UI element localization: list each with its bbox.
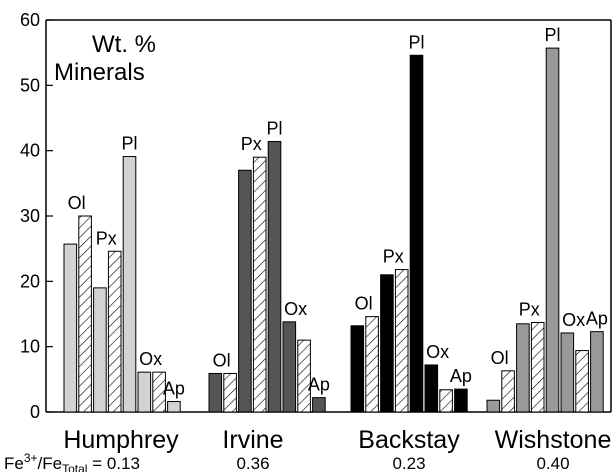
bar bbox=[516, 323, 530, 413]
bar bbox=[152, 371, 166, 413]
bar bbox=[282, 321, 297, 413]
bar-label: Ol bbox=[491, 348, 509, 368]
bar-label: Ox bbox=[139, 349, 162, 369]
bar bbox=[93, 287, 107, 413]
bar bbox=[350, 325, 365, 413]
bar-label: Ap bbox=[163, 379, 185, 399]
bar bbox=[208, 372, 223, 413]
bar-label: Px bbox=[383, 247, 404, 267]
chart-title-line: Minerals bbox=[54, 59, 145, 86]
bar bbox=[409, 54, 424, 413]
y-tick-label: 10 bbox=[20, 337, 40, 357]
bar-label: Ox bbox=[562, 310, 585, 330]
bar bbox=[575, 350, 589, 413]
bar bbox=[380, 274, 394, 413]
bar bbox=[439, 389, 453, 413]
bar bbox=[137, 371, 152, 413]
bar bbox=[312, 397, 326, 413]
bar-label: Ol bbox=[213, 350, 231, 370]
bar bbox=[238, 169, 252, 413]
bar-label: Ap bbox=[586, 309, 608, 329]
bar bbox=[424, 364, 439, 413]
bar-label: Pl bbox=[544, 25, 560, 45]
bar bbox=[365, 316, 379, 413]
bar bbox=[454, 388, 468, 413]
bar bbox=[501, 370, 515, 413]
bar-label: Ap bbox=[308, 375, 330, 395]
bar bbox=[78, 215, 92, 413]
labels-layer: Wt. %MineralsOlPxPlOxApHumphreyFe3+/FeTo… bbox=[4, 25, 611, 472]
group-label: Wishstone bbox=[495, 426, 612, 454]
ratio-label: 0.23 bbox=[392, 454, 425, 472]
bars-layer bbox=[63, 47, 604, 413]
bar-label: Ol bbox=[68, 193, 86, 213]
y-tick-label: 60 bbox=[20, 10, 40, 30]
bar bbox=[122, 156, 137, 413]
bar-label: Px bbox=[96, 228, 117, 248]
y-tick-label: 40 bbox=[20, 141, 40, 161]
group-label: Backstay bbox=[358, 426, 460, 454]
group-label: Humphrey bbox=[63, 426, 179, 454]
bar-label: Ox bbox=[426, 342, 449, 362]
y-tick-label: 30 bbox=[20, 206, 40, 226]
chart-title-line: Wt. % bbox=[92, 31, 156, 58]
bar-label: Px bbox=[241, 134, 262, 154]
bar bbox=[107, 250, 122, 413]
bar bbox=[297, 339, 311, 413]
ratio-label: 0.40 bbox=[536, 454, 569, 472]
bar bbox=[394, 269, 409, 413]
ratio-label: Fe3+/FeTotal = 0.13 bbox=[4, 451, 140, 472]
group-label: Irvine bbox=[222, 426, 283, 454]
bar-label: Pl bbox=[266, 119, 282, 139]
bar-label: Pl bbox=[408, 32, 424, 52]
bar bbox=[560, 332, 575, 413]
bar bbox=[167, 401, 181, 413]
bar bbox=[545, 47, 560, 413]
bar bbox=[252, 156, 267, 413]
bar-label: Pl bbox=[121, 134, 137, 154]
y-tick-label: 50 bbox=[20, 75, 40, 95]
bar-label: Px bbox=[519, 299, 540, 319]
bar bbox=[223, 372, 237, 413]
bar bbox=[63, 243, 78, 413]
bar bbox=[486, 399, 501, 413]
y-tick-label: 0 bbox=[30, 402, 40, 422]
bar-label: Ol bbox=[355, 294, 373, 314]
bar-label: Ap bbox=[450, 366, 472, 386]
y-tick-label: 20 bbox=[20, 271, 40, 291]
bar bbox=[590, 331, 604, 413]
bar bbox=[530, 321, 545, 413]
bar-label: Ox bbox=[284, 299, 307, 319]
ratio-label: 0.36 bbox=[236, 454, 269, 472]
bar bbox=[267, 141, 282, 413]
